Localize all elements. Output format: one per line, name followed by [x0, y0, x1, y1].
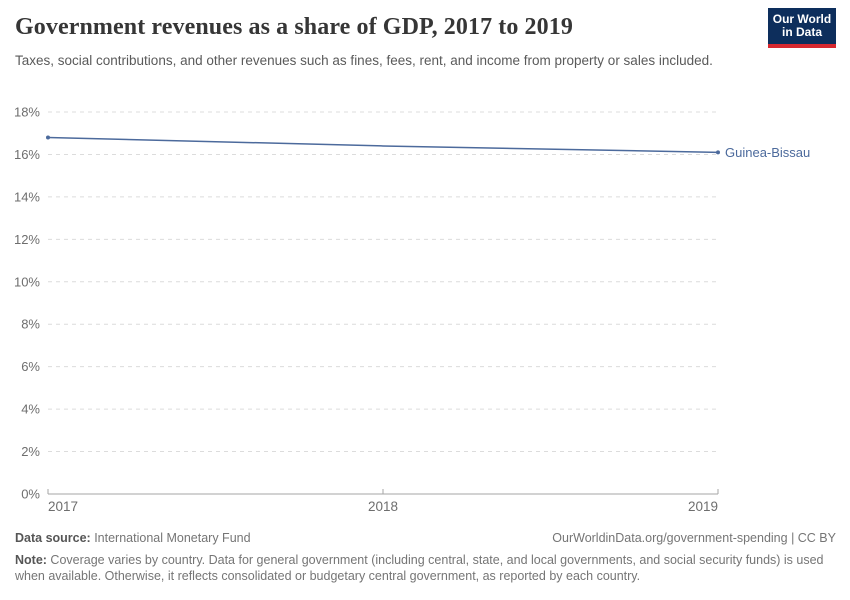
chart-canvas[interactable]: 0% 2% 4% 6% 8% 10% 12% 14% 16% 18% 2017 2018 2019 Gui… [0, 0, 850, 530]
y-tick-label: 18% [14, 105, 40, 120]
owid-logo-line1: Our World [772, 11, 832, 26]
source-row: Data source: International Monetary Fund… [15, 531, 836, 545]
y-tick-label: 16% [14, 147, 40, 162]
x-tick-label: 2017 [48, 499, 78, 514]
data-source-value: International Monetary Fund [90, 531, 251, 545]
y-tick-label: 12% [14, 232, 40, 247]
citation-link[interactable]: OurWorldinData.org/government-spending |… [552, 531, 836, 545]
x-tick-label: 2019 [688, 499, 718, 514]
note-label: Note: [15, 553, 47, 567]
y-tick-label: 6% [21, 359, 40, 374]
note-text: Note: Coverage varies by country. Data f… [15, 552, 836, 584]
y-tick-label: 2% [21, 444, 40, 459]
y-tick-label: 0% [21, 487, 40, 502]
y-tick-label: 14% [14, 189, 40, 204]
y-tick-label: 10% [14, 274, 40, 289]
y-tick-label: 8% [21, 317, 40, 332]
page-title: Government revenues as a share of GDP, 2… [15, 14, 573, 40]
y-tick-label: 4% [21, 402, 40, 417]
owid-logo-line2: in Data [781, 25, 822, 39]
data-source-label: Data source: [15, 531, 91, 545]
data-line[interactable] [47, 136, 719, 154]
note-value: Coverage varies by country. Data for gen… [15, 553, 824, 583]
series-label[interactable]: Guinea-Bissau [725, 145, 810, 160]
data-point-last[interactable] [716, 150, 720, 155]
x-tick-label: 2018 [368, 499, 398, 514]
chart-subtitle: Taxes, social contributions, and other r… [15, 53, 713, 68]
data-source: Data source: International Monetary Fund [15, 531, 251, 545]
owid-logo[interactable]: Our World in Data [768, 8, 836, 48]
data-point-first[interactable] [46, 135, 50, 140]
chart-footer: Data source: International Monetary Fund… [15, 531, 836, 584]
